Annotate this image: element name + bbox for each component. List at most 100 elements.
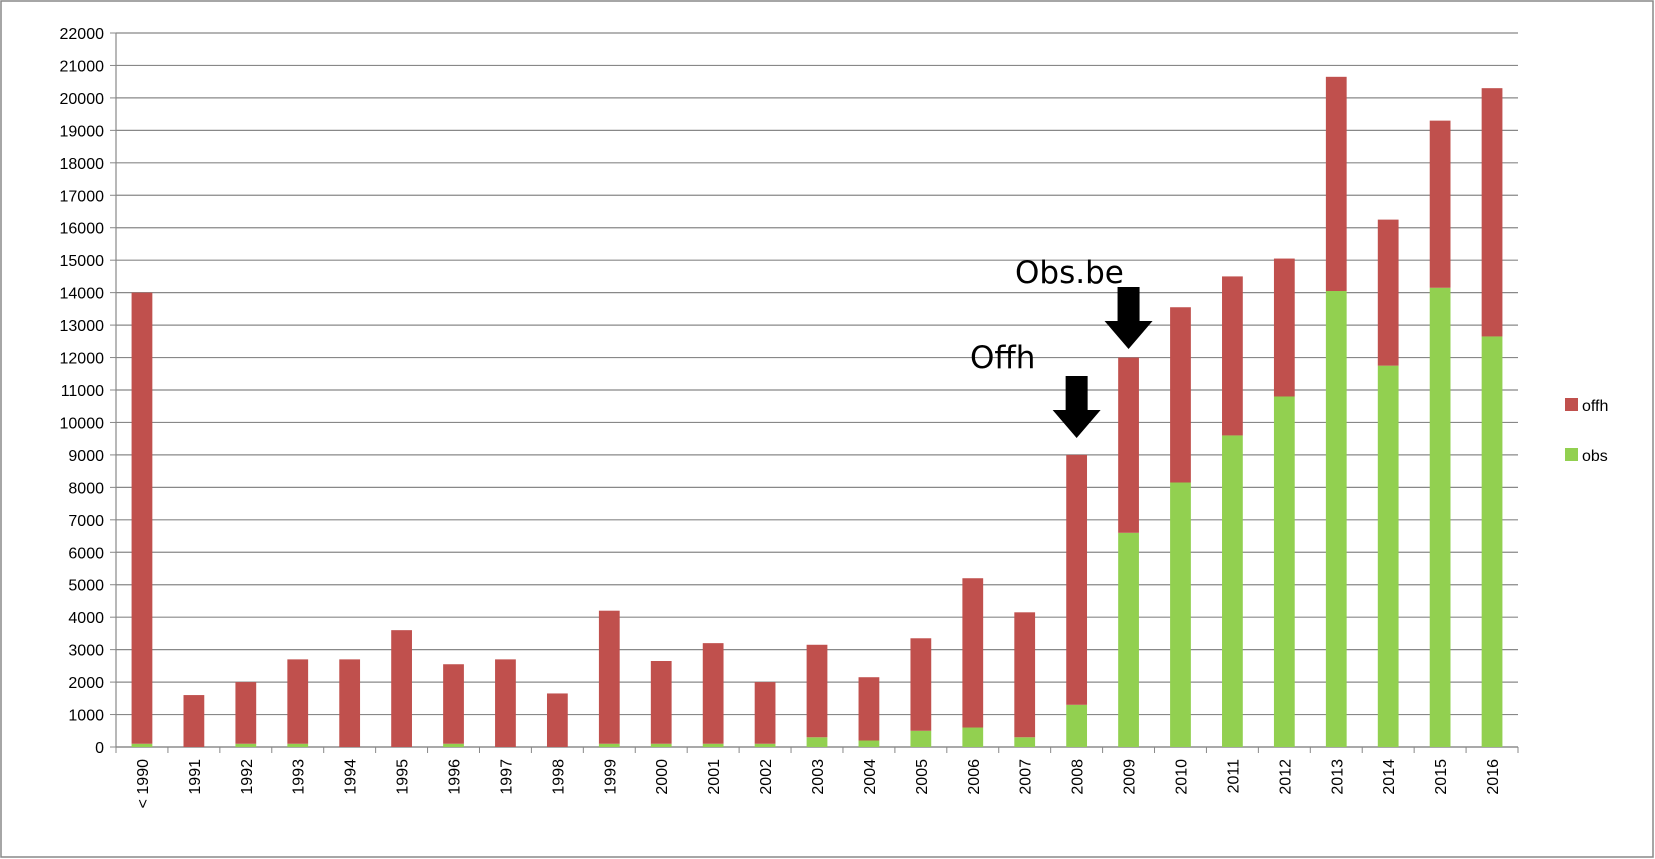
y-tick-label: 3000 — [68, 643, 104, 660]
x-tick-label: 2006 — [966, 759, 983, 795]
bar-segment — [1222, 276, 1243, 436]
bar-segment — [598, 743, 620, 747]
annotation: Offh — [970, 340, 1035, 376]
x-tick-label: 2016 — [1485, 759, 1502, 795]
y-tick-label: 15000 — [60, 253, 105, 270]
legend-label: obs — [1582, 448, 1608, 465]
x-tick-label: 2002 — [758, 759, 775, 795]
x-tick-label: 1997 — [498, 759, 515, 795]
bar-segment — [806, 644, 828, 738]
bar-segment — [287, 659, 309, 744]
y-tick-label: 13000 — [60, 318, 105, 335]
bar-segment — [443, 743, 464, 747]
bar-segment — [391, 630, 412, 747]
y-tick-label: 14000 — [60, 286, 105, 303]
bar-segment — [1325, 291, 1347, 747]
x-tick-label: 2007 — [1018, 759, 1035, 795]
x-tick-label: 2001 — [706, 759, 723, 795]
x-tick-label: 2011 — [1225, 759, 1242, 794]
x-tick-label: 1995 — [395, 759, 412, 795]
y-tick-label: 4000 — [68, 610, 104, 627]
bar-segment — [131, 292, 153, 744]
y-tick-label: 6000 — [68, 545, 104, 562]
bar-segment — [235, 682, 257, 744]
bar-segment — [546, 693, 568, 747]
x-tick-label: 2008 — [1070, 759, 1087, 795]
bar-segment — [702, 643, 724, 744]
x-tick-label: 2010 — [1173, 759, 1190, 795]
bar-segment — [1170, 307, 1191, 483]
y-tick-label: 17000 — [60, 188, 105, 205]
bar-segment — [1014, 612, 1036, 738]
bar-segment — [1273, 396, 1295, 747]
bar-segment — [1325, 76, 1347, 292]
x-tick-label: 2014 — [1381, 759, 1398, 795]
bar-segment — [1481, 88, 1503, 337]
x-tick-label: 2015 — [1433, 759, 1450, 795]
x-tick-label: 1996 — [447, 759, 464, 795]
y-tick-label: 19000 — [60, 123, 105, 140]
annotation-arrow — [1104, 287, 1153, 349]
y-tick-label: 10000 — [60, 415, 105, 432]
bar-segment — [1066, 704, 1088, 747]
x-tick-label: 2013 — [1329, 759, 1346, 795]
bar-segment — [702, 743, 724, 747]
bar-segment — [1481, 336, 1503, 747]
y-tick-label: 1000 — [68, 708, 104, 725]
bar-segment — [754, 682, 776, 744]
bar-segment — [650, 660, 672, 744]
x-tick-label: 1999 — [602, 759, 619, 795]
bar-segment — [754, 743, 776, 747]
annotation-arrow — [1052, 376, 1101, 438]
x-tick-label: 2009 — [1122, 759, 1139, 795]
bar-segment — [235, 743, 257, 747]
x-tick-label: 2000 — [654, 759, 671, 795]
annotation: Obs.be — [1015, 255, 1124, 291]
bar-segment — [1377, 365, 1399, 747]
y-tick-label: 20000 — [60, 91, 105, 108]
bar-segment — [858, 677, 880, 741]
x-tick-label: 1993 — [291, 759, 308, 795]
y-tick-label: 16000 — [60, 221, 105, 238]
x-tick-label: 2004 — [862, 759, 879, 795]
bar-segment — [131, 743, 153, 747]
bar-segment — [910, 638, 932, 731]
legend-label: offh — [1582, 398, 1608, 415]
y-tick-label: 11000 — [61, 383, 104, 400]
bar-segment — [806, 737, 828, 747]
y-tick-label: 7000 — [68, 513, 104, 530]
bar-segment — [1429, 287, 1451, 747]
bar-segment — [858, 740, 880, 747]
legend-swatch — [1565, 398, 1578, 411]
bar-segment — [962, 727, 984, 747]
y-tick-label: 2000 — [68, 675, 104, 692]
bar-segment — [1377, 219, 1399, 366]
y-tick-label: 22000 — [60, 26, 105, 43]
bar-segment — [962, 578, 984, 728]
bar-segment — [910, 730, 932, 747]
x-tick-label: 2012 — [1277, 759, 1294, 795]
y-tick-label: 8000 — [68, 480, 104, 497]
y-tick-label: 5000 — [68, 578, 104, 595]
bar-segment — [1222, 435, 1243, 747]
x-tick-label: 2003 — [810, 759, 827, 795]
x-tick-label: 1992 — [239, 759, 256, 795]
x-tick-label: 1998 — [550, 759, 567, 795]
bar-segment — [287, 743, 309, 747]
bar-segment — [1118, 357, 1139, 533]
bar-segment — [183, 695, 205, 747]
x-tick-label: 1994 — [343, 759, 360, 795]
legend-swatch — [1565, 448, 1578, 461]
bar-segment — [1170, 482, 1191, 747]
bar-segment — [1066, 454, 1088, 705]
x-tick-label: < 1990 — [135, 759, 152, 808]
bar-segment — [1429, 120, 1451, 288]
bar-segment — [443, 664, 464, 744]
y-tick-label: 18000 — [60, 156, 105, 173]
y-tick-label: 9000 — [68, 448, 104, 465]
y-tick-label: 12000 — [60, 351, 105, 368]
y-tick-label: 0 — [95, 740, 104, 757]
bar-segment — [1273, 258, 1295, 397]
bar-segment — [1014, 737, 1036, 747]
